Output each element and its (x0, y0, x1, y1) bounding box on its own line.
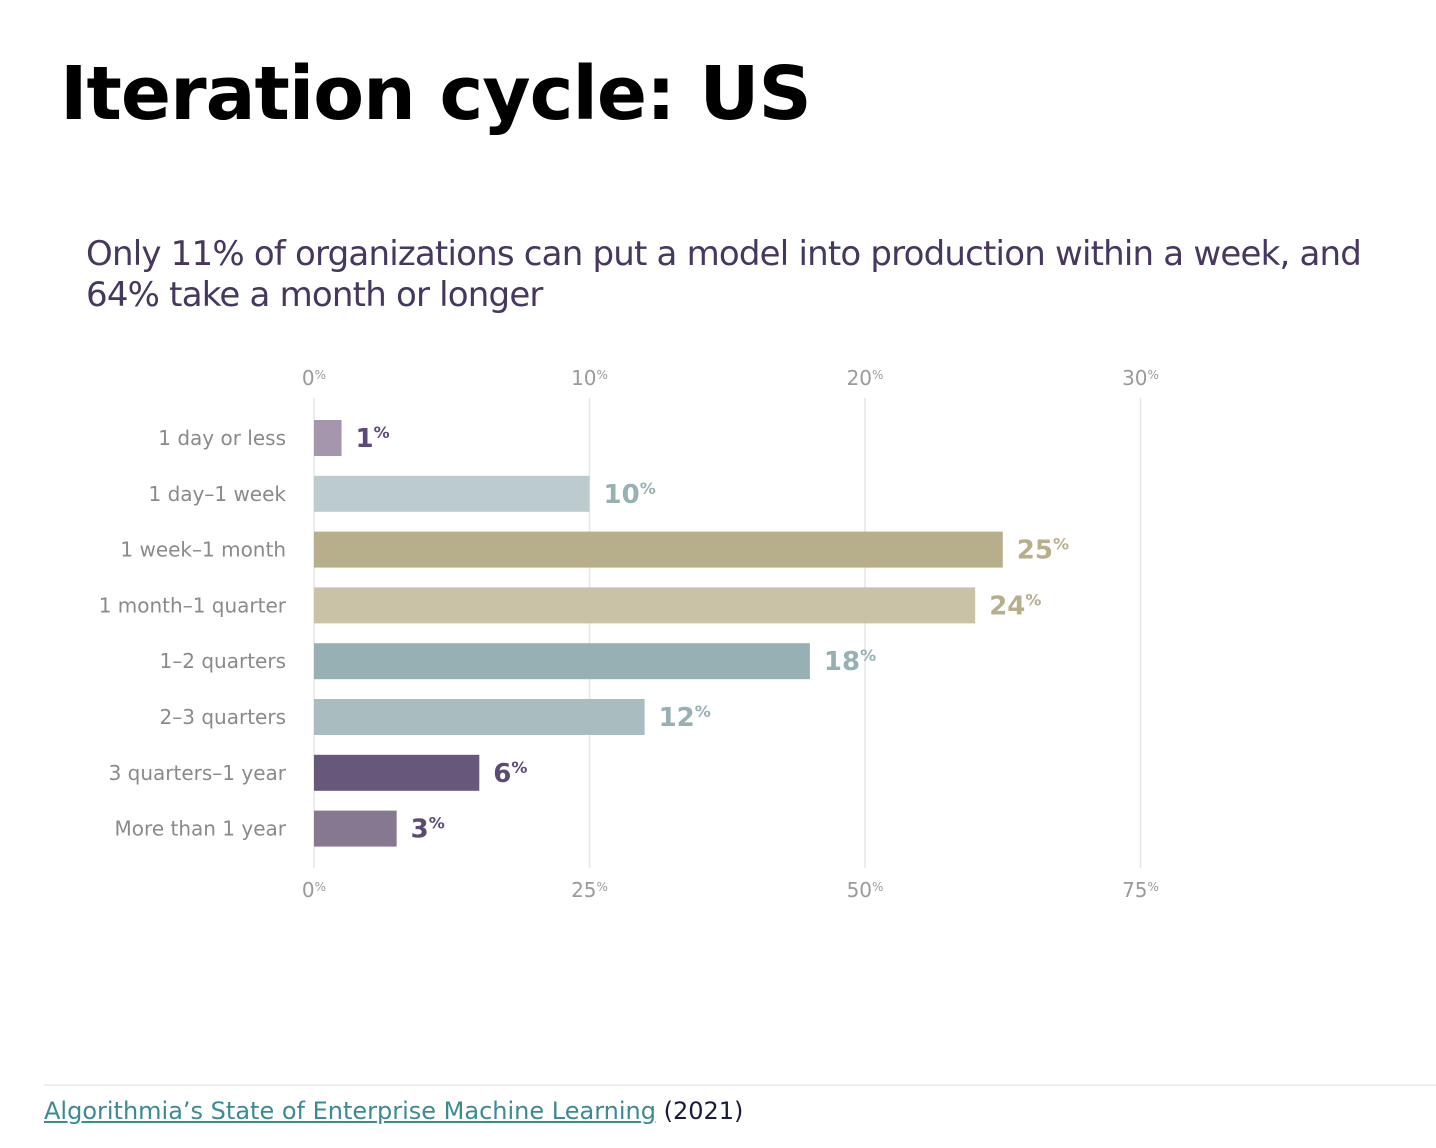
bar (314, 754, 480, 791)
top-axis-tick-label: 20% (847, 366, 884, 390)
page-title: Iteration cycle: US (60, 51, 812, 137)
bar (314, 587, 976, 624)
category-label: 3 quarters–1 year (109, 761, 287, 785)
data-label: 24% (989, 590, 1041, 621)
top-axis-tick-label: 10% (571, 366, 608, 390)
bar (314, 699, 645, 735)
bar (314, 475, 590, 512)
data-label: 3% (411, 814, 445, 845)
category-label: 1 month–1 quarter (99, 593, 287, 617)
source-year: (2021) (663, 1097, 744, 1125)
category-label: 2–3 quarters (160, 705, 286, 729)
category-label: 1 day or less (158, 426, 286, 450)
category-label: 1 day–1 week (149, 482, 287, 506)
source-link[interactable]: Algorithmia’s State of Enterprise Machin… (44, 1097, 656, 1125)
data-label: 6% (493, 758, 527, 789)
data-label: 12% (659, 702, 711, 733)
category-label: More than 1 year (115, 817, 287, 841)
bar (314, 420, 342, 456)
category-label: 1–2 quarters (160, 649, 286, 673)
data-label: 25% (1017, 535, 1069, 566)
bar (314, 531, 1003, 568)
top-axis-tick-label: 0% (302, 366, 326, 390)
bar (314, 810, 397, 847)
bottom-axis-tick-label: 25% (571, 878, 608, 902)
category-label: 1 week–1 month (120, 538, 286, 562)
chart-subtitle: Only 11% of organizations can put a mode… (86, 234, 1362, 315)
bar (314, 643, 810, 680)
bottom-axis-tick-label: 50% (847, 878, 884, 902)
data-label: 10% (604, 479, 656, 510)
bottom-axis-tick-label: 0% (302, 878, 326, 902)
bottom-axis-tick-label: 75% (1122, 878, 1159, 902)
data-label: 18% (824, 646, 876, 677)
top-axis-tick-label: 30% (1122, 366, 1159, 390)
source-citation: Algorithmia’s State of Enterprise Machin… (44, 1097, 743, 1125)
data-label: 1% (356, 423, 390, 454)
footer-divider (44, 1084, 1436, 1086)
